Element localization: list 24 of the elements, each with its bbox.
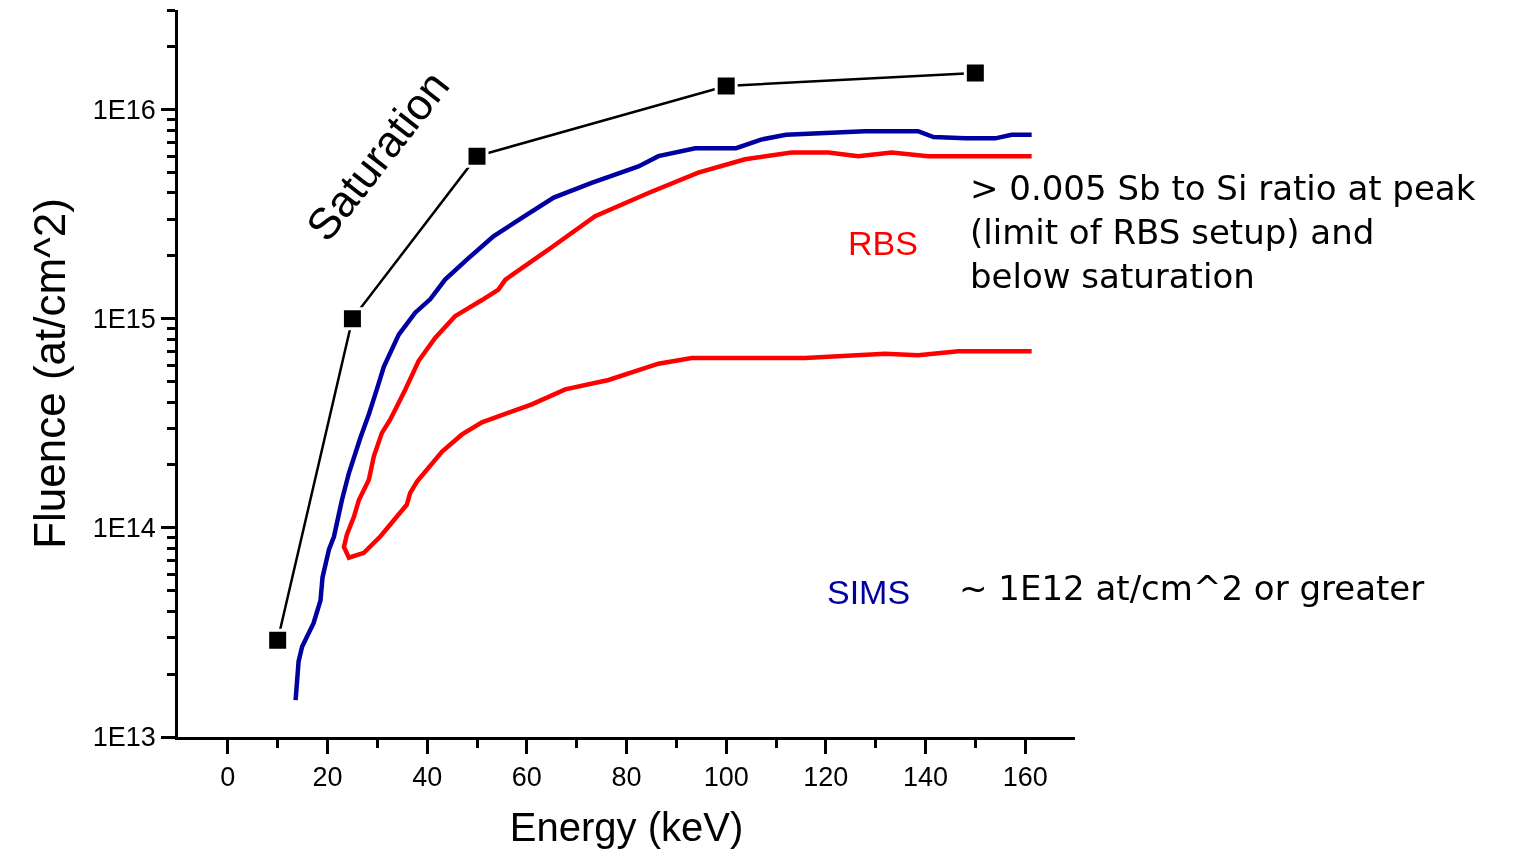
x-tick-label: 100: [703, 762, 749, 793]
text: RBS: [848, 224, 918, 262]
point: [465, 144, 489, 168]
y-tick-label: 1E13: [92, 722, 156, 753]
x-tick-label: 40: [412, 762, 443, 793]
y-tick-label: 1E15: [92, 304, 156, 335]
y-tick-label: 1E16: [92, 95, 156, 126]
x-tick-label: 140: [902, 762, 949, 793]
x-tick-label: 60: [511, 762, 542, 793]
x-tick-label: 0: [220, 762, 236, 793]
annotation: > 0.005 Sb to Si ratio at peak (limit of RBS setup) and below saturation: [970, 168, 1476, 297]
x-tick-label: 120: [803, 762, 849, 793]
point: [266, 628, 290, 652]
point: [340, 307, 364, 331]
x-tick-label: 80: [611, 762, 642, 793]
x-tick-label: 20: [312, 762, 343, 793]
point: [963, 61, 987, 85]
x-tick-label: 160: [1002, 762, 1048, 793]
y-tick-label: 1E14: [92, 513, 156, 544]
y-axis-title: Fluence (at/cm^2): [24, 198, 74, 549]
x-axis-title: Energy (keV): [509, 804, 744, 849]
text: SIMS: [827, 573, 911, 611]
annotation: ~ 1E12 at/cm^2 or greater: [959, 568, 1425, 608]
point: [714, 74, 738, 98]
